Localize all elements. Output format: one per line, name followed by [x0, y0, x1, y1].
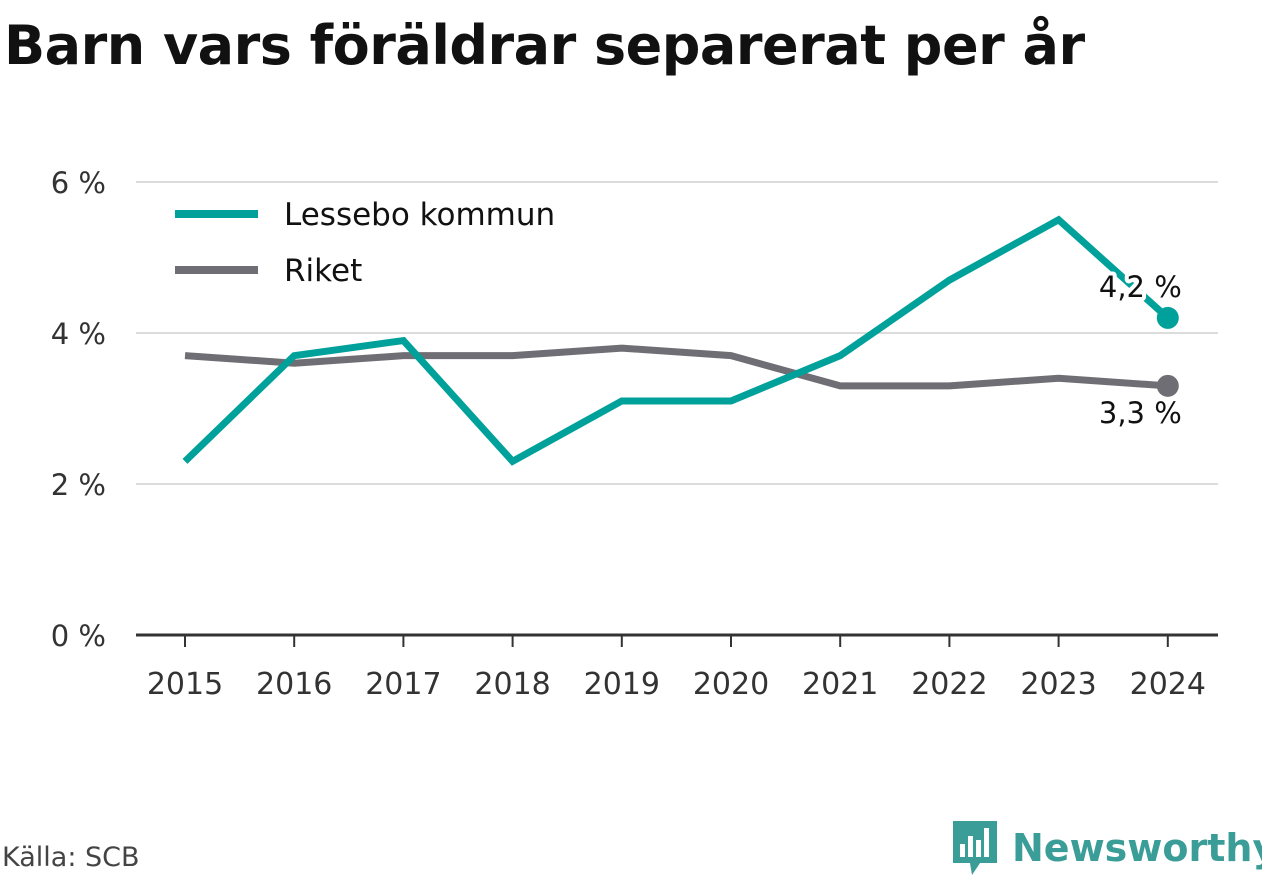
- end-label-halo: 3,3 %: [1099, 396, 1182, 430]
- x-tick-label: 2015: [147, 667, 223, 702]
- legend-label: Riket: [284, 253, 362, 289]
- axes: 0 % 2 % 4 % 6 % 2015 2016 2017 2018 2019 2020 2021…: [51, 166, 1218, 702]
- x-tick-label: 2020: [693, 667, 769, 702]
- x-tick-label: 2018: [474, 667, 550, 702]
- legend-label: Lessebo kommun: [284, 197, 555, 233]
- y-tick-label: 2 %: [51, 468, 106, 502]
- x-tick-label: 2023: [1020, 667, 1096, 702]
- series-lines: [182, 215, 1179, 466]
- x-tick-label: 2019: [584, 667, 660, 702]
- y-tick-label: 0 %: [51, 619, 106, 653]
- x-tick-label: 2016: [256, 667, 332, 702]
- end-label-halo: 4,2 %: [1099, 270, 1182, 304]
- end-point-marker: [1156, 306, 1179, 329]
- end-point-marker: [1156, 374, 1179, 397]
- x-tick-label: 2024: [1130, 667, 1206, 702]
- brand-name: Newsworthy: [1012, 826, 1262, 870]
- x-tick-label: 2022: [911, 667, 987, 702]
- source-label: Källa: SCB: [2, 842, 140, 873]
- legend: Lessebo kommun Riket: [163, 186, 608, 298]
- end-value-label: 3,3 %: [1099, 396, 1182, 430]
- legend-background: [163, 186, 608, 298]
- bar-chart-bubble-icon: [953, 821, 997, 875]
- series-line-riket: [184, 344, 1169, 390]
- y-tick-label: 6 %: [51, 166, 106, 200]
- brand-logo: Newsworthy: [950, 818, 1262, 878]
- gridlines: [136, 181, 1218, 485]
- x-tick-label: 2017: [365, 667, 441, 702]
- y-tick-label: 4 %: [51, 317, 106, 351]
- end-labels: 4,2 %4,2 %3,3 %3,3 %: [1095, 266, 1186, 434]
- x-tick-label: 2021: [802, 667, 878, 702]
- chart-title: Barn vars föräldrar separerat per år: [4, 14, 1085, 77]
- series-line-lessebo-kommun: [182, 215, 1171, 466]
- end-value-label: 4,2 %: [1099, 270, 1182, 304]
